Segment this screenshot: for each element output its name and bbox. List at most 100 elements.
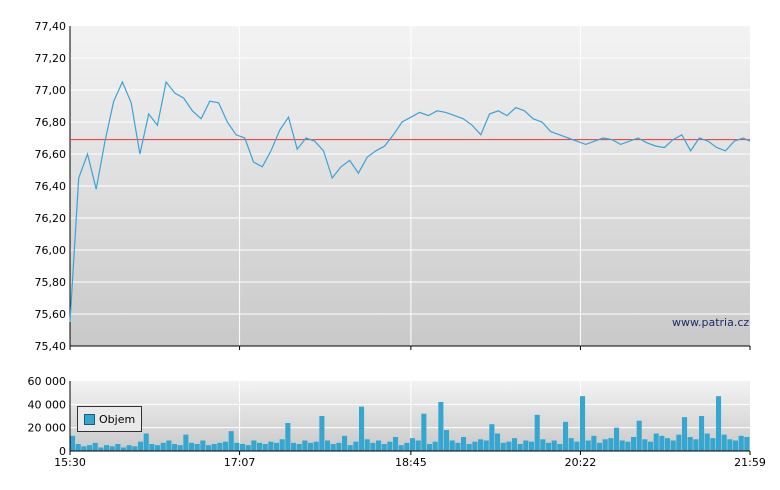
volume-bar [104, 445, 110, 451]
volume-bar [716, 396, 722, 451]
volume-bar [670, 440, 676, 451]
volume-bar [744, 437, 750, 451]
volume-bar [75, 444, 81, 451]
volume-bar [659, 435, 665, 451]
volume-bar [325, 440, 331, 451]
price-y-tick-label: 76,60 [35, 148, 67, 161]
volume-bar [410, 438, 416, 451]
volume-bar [87, 445, 93, 451]
price-y-tick-label: 75,60 [35, 308, 67, 321]
volume-bar [585, 440, 591, 451]
volume-bar [376, 440, 382, 451]
volume-bar [223, 441, 229, 451]
volume-bar [495, 433, 501, 451]
volume-bar [370, 442, 376, 451]
x-tick-label: 17:07 [224, 456, 256, 469]
volume-bar [642, 439, 648, 451]
volume-bar [319, 416, 325, 451]
volume-x-axis-labels: 15:30 17:07 18:45 20:22 21:59 [54, 451, 766, 469]
volume-bar [500, 442, 506, 451]
volume-bar [682, 417, 688, 451]
volume-bar [245, 445, 251, 451]
volume-bar [699, 416, 705, 451]
legend-swatch [84, 413, 95, 425]
volume-bar [466, 444, 472, 451]
volume-bar [738, 435, 744, 451]
volume-bar [693, 439, 699, 451]
volume-bar [138, 441, 144, 451]
volume-bar [438, 402, 444, 451]
volume-legend: Objem [77, 406, 143, 432]
volume-bar [109, 446, 115, 451]
volume-bar [189, 442, 195, 451]
price-y-tick-label: 76,00 [35, 244, 67, 257]
volume-bar [81, 446, 87, 451]
volume-bar [398, 445, 404, 451]
volume-bar [619, 440, 625, 451]
volume-bar [296, 444, 302, 451]
volume-bar [534, 414, 540, 451]
volume-bar [665, 438, 671, 451]
volume-bar [143, 433, 149, 451]
volume-bar [580, 396, 586, 451]
volume-bar [648, 441, 654, 451]
volume-bar [336, 442, 342, 451]
price-y-tick-label: 76,80 [35, 116, 67, 129]
volume-bar [523, 440, 529, 451]
volume-bar [70, 435, 76, 451]
volume-bar [206, 445, 212, 451]
volume-y-axis: 60 000 40 000 20 000 0 [28, 375, 71, 458]
volume-bar [546, 442, 552, 451]
volume-bar [721, 434, 727, 451]
volume-bar [427, 444, 433, 451]
volume-bar [262, 444, 268, 451]
price-y-tick-label: 75,80 [35, 276, 67, 289]
volume-y-tick-label: 40 000 [28, 398, 67, 411]
price-y-tick-label: 75,40 [35, 340, 67, 353]
volume-bar [279, 439, 285, 451]
volume-y-tick-label: 60 000 [28, 375, 67, 388]
volume-bar [257, 442, 263, 451]
volume-bars [70, 396, 750, 451]
volume-bar [489, 424, 495, 451]
volume-bar [160, 442, 166, 451]
volume-bar [574, 441, 580, 451]
volume-bar [727, 439, 733, 451]
volume-bar [387, 441, 393, 451]
volume-bar [551, 440, 557, 451]
volume-bar [177, 445, 183, 451]
volume-bar [121, 447, 127, 451]
price-x-ticks [69, 346, 751, 350]
volume-bar [381, 444, 387, 451]
volume-bar [472, 441, 478, 451]
volume-bar [432, 441, 438, 451]
volume-bar [614, 427, 620, 451]
volume-bar [234, 442, 240, 451]
volume-bar [155, 445, 161, 451]
volume-bar [557, 444, 563, 451]
x-tick-label: 15:30 [54, 456, 86, 469]
price-y-tick-label: 77,20 [35, 52, 67, 65]
price-y-tick-label: 77,00 [35, 84, 67, 97]
x-tick-label: 20:22 [565, 456, 597, 469]
volume-bar [483, 440, 489, 451]
volume-bar [636, 420, 642, 451]
volume-bar [597, 442, 603, 451]
volume-y-tick-label: 0 [59, 445, 66, 458]
price-series-line [69, 80, 751, 323]
volume-y-tick-label: 20 000 [28, 422, 67, 435]
volume-bar [342, 435, 348, 451]
volume-bar [353, 441, 359, 451]
volume-bar [359, 406, 365, 451]
volume-bar [302, 440, 308, 451]
volume-bar [687, 437, 693, 451]
volume-bar [347, 445, 353, 451]
volume-grid [70, 381, 750, 451]
volume-bar [211, 444, 217, 451]
volume-bar [563, 421, 569, 451]
volume-bar [291, 442, 297, 451]
volume-bar [455, 442, 461, 451]
volume-bar [115, 444, 121, 451]
x-tick-label: 18:45 [395, 456, 427, 469]
